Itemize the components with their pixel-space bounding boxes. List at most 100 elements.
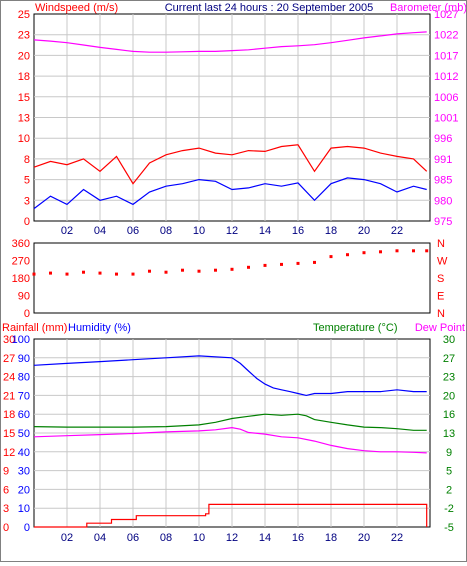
windspeed-tick-label: 15 [18, 92, 30, 104]
temperature-tick-label: 16 [443, 409, 455, 421]
windspeed-tick-label: 0 [24, 216, 30, 228]
wind-direction-point [362, 251, 366, 255]
windspeed-tick-label: 3 [24, 195, 30, 207]
temperature-tick-label: 27 [443, 353, 455, 365]
temperature-x-tick-label: 08 [160, 532, 172, 544]
compass-tick-label: N [437, 308, 445, 320]
rainfall-tick-label: 15 [3, 428, 15, 440]
humidity-tick-label: 40 [18, 447, 30, 459]
wind-direction-point [313, 260, 316, 264]
temperature-tick-label: 5 [446, 466, 452, 478]
direction-tick-label: 270 [12, 256, 30, 268]
wind-direction-point [181, 268, 184, 272]
humidity-tick-label: 0 [24, 522, 30, 534]
wind-x-tick-label: 14 [259, 225, 271, 237]
barometer-tick-label: 985 [434, 175, 452, 187]
wind-direction-point [412, 249, 415, 253]
wind-direction-point [395, 249, 399, 253]
wind-direction-point [49, 271, 52, 275]
barometer-tick-label: 1027 [434, 9, 458, 21]
humidity-tick-label: 30 [18, 466, 30, 478]
barometer-tick-label: 1017 [434, 50, 458, 62]
temperature-x-tick-label: 14 [259, 532, 271, 544]
windspeed-axis-title: Windspeed (m/s) [35, 2, 118, 14]
rainfall-tick-label: 27 [3, 353, 15, 365]
series-gust [33, 144, 428, 185]
barometer-tick-label: 1022 [434, 30, 458, 42]
temperature-tick-label: -2 [444, 503, 454, 515]
compass-tick-label: N [437, 238, 445, 250]
barometer-axis-title: Barometer (mb) [390, 2, 466, 14]
direction-tick-label: 0 [24, 308, 30, 320]
wind-barometer-panel: Windspeed (m/s) Barometer (mb) Current l… [18, 2, 467, 237]
wind-direction-point [115, 272, 118, 276]
rainfall-tick-label: 12 [3, 447, 15, 459]
windspeed-tick-label: 23 [18, 30, 30, 42]
series-rainfall [34, 503, 428, 528]
humidity-tick-label: 10 [18, 503, 30, 515]
series-temperature [33, 413, 427, 431]
direction-tick-label: 360 [12, 238, 30, 250]
rainfall-axis-title: Rainfall (mm) [2, 322, 67, 334]
windspeed-tick-label: 8 [24, 154, 30, 166]
series-dew-point [33, 426, 427, 454]
wind-x-tick-label: 04 [94, 225, 106, 237]
dewpoint-axis-title: Dew Point [415, 322, 465, 334]
temperature-tick-label: 20 [443, 390, 455, 402]
series-barometer [33, 31, 427, 53]
compass-tick-label: W [437, 256, 448, 268]
temperature-x-tick-label: 06 [127, 532, 139, 544]
rainfall-tick-label: 21 [3, 390, 15, 402]
wind-x-tick-label: 20 [358, 225, 370, 237]
humidity-tick-label: 20 [18, 484, 30, 496]
wind-direction-point [131, 272, 135, 276]
temperature-x-tick-label: 18 [325, 532, 337, 544]
wind-x-tick-label: 22 [391, 225, 403, 237]
barometer-tick-label: 980 [434, 195, 452, 207]
wind-direction-point [263, 263, 267, 267]
direction-tick-label: 90 [18, 291, 30, 303]
temperature-tick-label: 13 [443, 428, 455, 440]
barometer-tick-label: 1012 [434, 71, 458, 83]
humidity-tick-label: 100 [12, 334, 30, 346]
wind-direction-point [164, 270, 168, 274]
wind-direction-point [247, 265, 250, 269]
temperature-x-tick-label: 02 [61, 532, 73, 544]
wind-x-tick-label: 06 [127, 225, 139, 237]
wind-x-tick-label: 08 [160, 225, 172, 237]
temperature-x-tick-label: 22 [391, 532, 403, 544]
humidity-tick-label: 50 [18, 428, 30, 440]
wind-direction-point [148, 269, 151, 273]
wind-x-tick-label: 12 [226, 225, 238, 237]
wind-direction-point [379, 250, 382, 254]
wind-direction-point [82, 270, 85, 274]
series-humidity [33, 355, 427, 397]
wind-direction-point [296, 261, 300, 265]
compass-tick-label: E [437, 291, 444, 303]
wind-direction-point [98, 271, 102, 275]
wind-direction-point [214, 268, 217, 272]
humidity-tick-label: 80 [18, 372, 30, 384]
temperature-tick-label: 30 [443, 334, 455, 346]
direction-plot-area [33, 242, 431, 314]
windspeed-tick-label: 18 [18, 71, 30, 83]
temperature-tick-label: 23 [443, 372, 455, 384]
windspeed-tick-label: 13 [18, 113, 30, 125]
barometer-tick-label: 1001 [434, 113, 458, 125]
windspeed-tick-label: 25 [18, 9, 30, 21]
barometer-tick-label: 991 [434, 154, 452, 166]
rainfall-tick-label: 18 [3, 409, 15, 421]
humidity-axis-title: Humidity (%) [68, 322, 131, 334]
wind-direction-point [346, 253, 349, 257]
windspeed-tick-label: 10 [18, 133, 30, 145]
windspeed-tick-label: 5 [24, 175, 30, 187]
temperature-x-tick-label: 16 [292, 532, 304, 544]
temperature-tick-label: 2 [446, 484, 452, 496]
windspeed-tick-label: 20 [18, 50, 30, 62]
rainfall-tick-label: 30 [3, 334, 15, 346]
temperature-tick-label: 9 [446, 447, 452, 459]
wind-direction-point [230, 267, 234, 271]
wind-direction-point [329, 255, 333, 259]
